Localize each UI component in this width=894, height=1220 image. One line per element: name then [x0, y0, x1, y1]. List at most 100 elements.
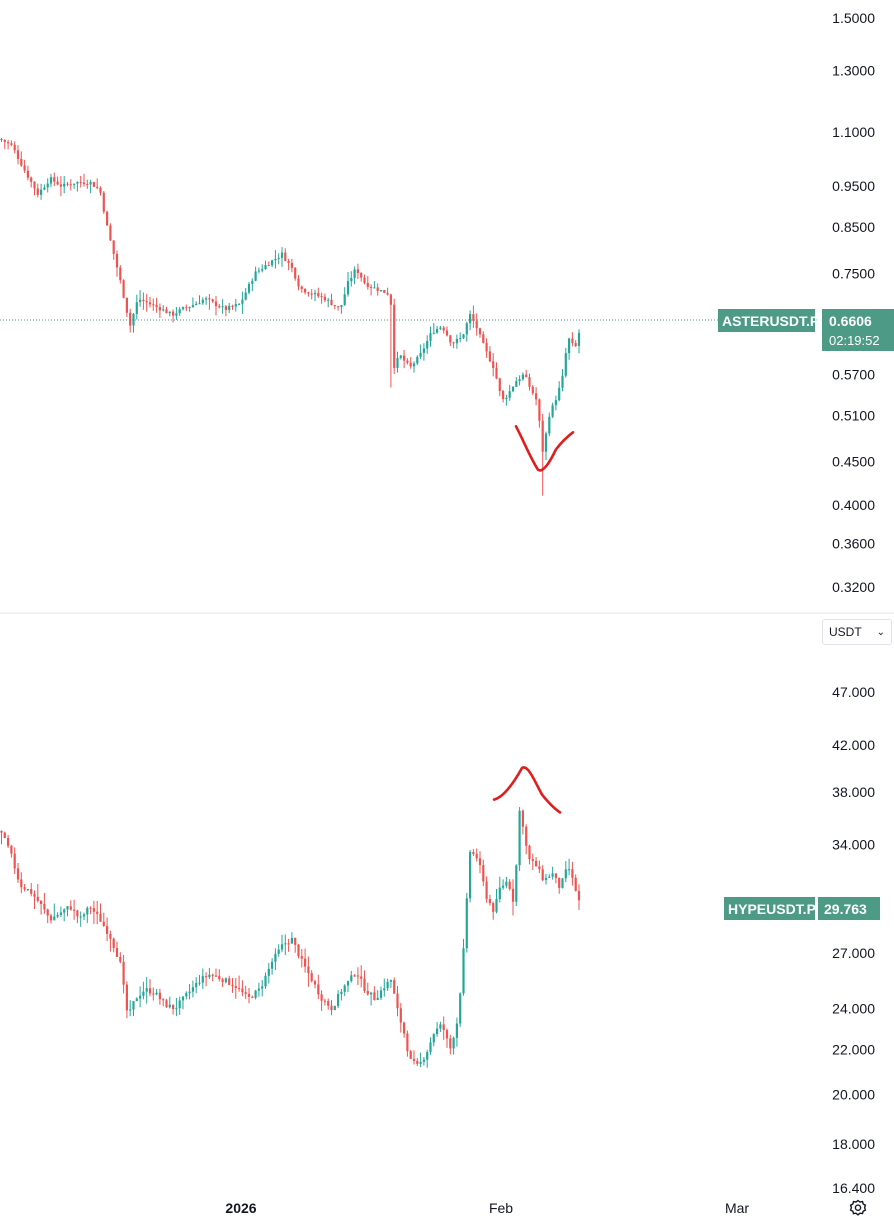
hype-candle-body	[142, 992, 144, 996]
hype-price-tick: 24.000	[832, 1001, 875, 1017]
hype-candle-body	[347, 981, 349, 985]
aster-candle-body	[175, 313, 177, 315]
hype-candle-body	[403, 1023, 405, 1034]
hype-candle-body	[297, 945, 299, 956]
hype-candle-body	[27, 889, 29, 890]
aster-candle-body	[410, 363, 412, 367]
aster-candle-body	[258, 271, 260, 272]
aster-candles	[0, 138, 580, 496]
hype-candle-body	[291, 938, 293, 944]
gear-icon[interactable]	[848, 1198, 868, 1218]
aster-candle-body	[99, 188, 101, 193]
hype-candle-body	[301, 956, 303, 959]
aster-countdown: 02:19:52	[829, 333, 880, 348]
hype-candle-body	[330, 1006, 332, 1010]
aster-candle-body	[281, 253, 283, 258]
currency-select-value: USDT	[829, 625, 862, 639]
aster-candle-body	[357, 269, 359, 273]
aster-candle-body	[317, 293, 319, 296]
hype-candle-body	[93, 908, 95, 911]
hype-candle-body	[578, 891, 580, 900]
hype-candle-body	[423, 1060, 425, 1062]
aster-candle-body	[492, 361, 494, 368]
aster-price-axis[interactable]: 1.5000 1.3000 1.1000 0.9500 0.8500 0.7500 0.57…	[832, 10, 875, 595]
aster-candle-body	[439, 328, 441, 329]
aster-candle-body	[429, 333, 431, 341]
hype-candle-body	[248, 994, 250, 997]
hype-price-tick: 20.000	[832, 1086, 875, 1102]
aster-candle-body	[119, 267, 121, 280]
aster-candle-body	[314, 293, 316, 294]
aster-candle-body	[172, 312, 174, 316]
aster-price-tick: 1.5000	[832, 10, 875, 26]
hype-price-tick: 38.000	[832, 784, 875, 800]
aster-candle-body	[528, 377, 530, 387]
aster-candle-body	[456, 339, 458, 343]
hype-candle-body	[274, 954, 276, 962]
aster-candle-body	[354, 269, 356, 278]
time-axis[interactable]: 2026 Feb Mar	[225, 1200, 749, 1216]
aster-candle-body	[413, 363, 415, 366]
hype-candle-body	[195, 983, 197, 987]
hype-candle-body	[495, 899, 497, 912]
aster-candle-body	[152, 304, 154, 305]
hype-candle-body	[558, 878, 560, 888]
hype-candle-body	[278, 950, 280, 954]
hype-candle-body	[568, 869, 570, 870]
aster-candle-body	[555, 400, 557, 405]
hype-candle-body	[552, 873, 554, 876]
aster-price-tick: 0.4500	[832, 453, 875, 469]
aster-candle-body	[400, 356, 402, 358]
hype-price-badge: HYPEUSDT.P 29.763	[724, 897, 880, 920]
hype-candle-body	[314, 981, 316, 984]
aster-candle-body	[255, 271, 257, 280]
aster-candle-body	[225, 306, 227, 310]
aster-price-tick: 0.9500	[832, 178, 875, 194]
hype-candle-body	[571, 869, 573, 878]
hype-candle-body	[0, 831, 2, 833]
aster-candle-body	[383, 290, 385, 293]
hype-price-tick: 47.000	[832, 684, 875, 700]
hype-price-tick: 16.400	[832, 1180, 875, 1196]
hype-candle-body	[37, 897, 39, 901]
aster-candle-body	[50, 177, 52, 183]
aster-candle-body	[185, 307, 187, 308]
hype-candle-body	[486, 882, 488, 899]
aster-candle-body	[337, 306, 339, 307]
aster-candle-body	[532, 387, 534, 394]
aster-candle-body	[231, 306, 233, 307]
aster-candle-body	[406, 361, 408, 363]
hype-candle-body	[20, 880, 22, 888]
aster-candle-body	[403, 356, 405, 361]
pane-hype[interactable]: 47.000 42.000 38.000 34.000 27.000 24.000 22.0…	[0, 684, 880, 1196]
aster-candle-body	[47, 184, 49, 188]
currency-select[interactable]: USDT ⌄	[822, 619, 892, 645]
hype-candle-body	[317, 985, 319, 995]
aster-symbol-label: ASTERUSDT.P	[722, 313, 819, 329]
aster-candle-body	[40, 190, 42, 195]
aster-candle-body	[57, 182, 59, 185]
hype-candle-body	[86, 908, 88, 915]
pane-aster[interactable]: 1.5000 1.3000 1.1000 0.9500 0.8500 0.7500 0.57…	[0, 10, 894, 613]
hype-candle-body	[479, 858, 481, 865]
hype-price-axis[interactable]: 47.000 42.000 38.000 34.000 27.000 24.000 22.0…	[832, 684, 875, 1196]
aster-candle-body	[271, 260, 273, 265]
aster-candle-body	[73, 184, 75, 185]
aster-candle-body	[93, 182, 95, 187]
aster-candle-body	[525, 375, 527, 378]
aster-candle-body	[396, 358, 398, 368]
hype-candle-body	[185, 993, 187, 996]
aster-candle-body	[274, 259, 276, 260]
aster-candle-body	[502, 391, 504, 399]
hype-candle-body	[360, 976, 362, 978]
aster-candle-body	[377, 287, 379, 291]
hype-candle-body	[377, 998, 379, 1000]
hype-candle-body	[545, 878, 547, 880]
aster-candle-body	[535, 393, 537, 399]
hype-candle-body	[367, 991, 369, 994]
aster-candle-body	[426, 341, 428, 348]
aster-candle-body	[278, 258, 280, 259]
hype-candle-body	[179, 1000, 181, 1008]
hype-price-tick: 22.000	[832, 1041, 875, 1057]
